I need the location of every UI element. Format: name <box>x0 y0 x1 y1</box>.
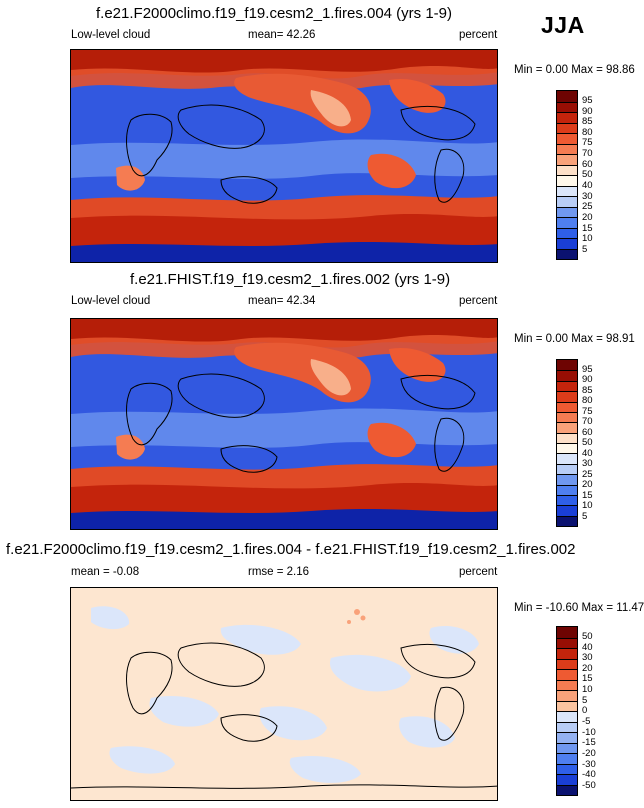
panel-1-tick: 80 <box>582 127 593 138</box>
panel-2-tick: 75 <box>582 406 593 417</box>
panel-1-tick: 5 <box>582 244 588 255</box>
panel-1-title: f.e21.F2000climo.f19_f19.cesm2_1.fires.0… <box>96 5 453 22</box>
panel-2-tick: 50 <box>582 437 593 448</box>
panel-2-map-svg <box>71 319 497 529</box>
panel-3-tick: 50 <box>582 631 593 642</box>
panel-3-title: f.e21.F2000climo.f19_f19.cesm2_1.fires.0… <box>6 541 576 558</box>
panel-1-tick: 95 <box>582 95 593 106</box>
panel-1-tick: 10 <box>582 233 593 244</box>
panel-2-tick: 10 <box>582 500 593 511</box>
panel-3-tick: -40 <box>582 769 596 780</box>
panel-1-tick: 30 <box>582 191 593 202</box>
panel-1-tick: 25 <box>582 201 593 212</box>
panel-2-colorbar <box>556 359 578 527</box>
panel-3-tick: -50 <box>582 780 596 791</box>
panel-1-tick: 60 <box>582 159 593 170</box>
panel-1-tick: 75 <box>582 137 593 148</box>
panel-3-mean-label: mean = -0.08 <box>71 566 140 578</box>
panel-3-minmax: Min = -10.60 Max = 11.47 <box>514 602 644 614</box>
panel-1-mean-label: mean= 42.26 <box>248 29 316 41</box>
panel-3-tick: -15 <box>582 737 596 748</box>
panel-2-tick: 80 <box>582 395 593 406</box>
panel-3-tick: -20 <box>582 748 596 759</box>
panel-2-tick: 95 <box>582 364 593 375</box>
panel-3-map-svg <box>71 588 497 800</box>
panel-2-map <box>70 318 498 530</box>
panel-1-tick: 40 <box>582 180 593 191</box>
panel-2-variable-label: Low-level cloud <box>71 295 151 307</box>
panel-2-tick: 5 <box>582 511 588 522</box>
panel-1-map <box>70 49 498 263</box>
panel-3-units-label: percent <box>459 566 498 578</box>
panel-2-tick: 25 <box>582 469 593 480</box>
panel-2-title: f.e21.FHIST.f19_f19.cesm2_1.fires.002 (y… <box>130 271 451 288</box>
season-label: JJA <box>541 12 585 38</box>
panel-1-tick: 20 <box>582 212 593 223</box>
panel-2-tick: 85 <box>582 385 593 396</box>
panel-3-tick: 15 <box>582 673 593 684</box>
panel-1-variable-label: Low-level cloud <box>71 29 151 41</box>
panel-3-tick: 10 <box>582 684 593 695</box>
panel-2-tick: 90 <box>582 374 593 385</box>
panel-1-units-label: percent <box>459 29 498 41</box>
panel-1-tick: 50 <box>582 169 593 180</box>
panel-3-rmse-label: rmse = 2.16 <box>248 566 310 578</box>
panel-3-colorbar <box>556 626 578 796</box>
panel-3-tick: 30 <box>582 652 593 663</box>
panel-1-tick: 70 <box>582 148 593 159</box>
panel-2-tick: 20 <box>582 479 593 490</box>
panel-1-tick: 85 <box>582 116 593 127</box>
panel-1-minmax: Min = 0.00 Max = 98.86 <box>514 64 635 76</box>
panel-1-map-svg <box>71 50 497 262</box>
panel-3-tick: 40 <box>582 642 593 653</box>
panel-3-tick: -30 <box>582 759 596 770</box>
panel-2-tick: 60 <box>582 427 593 438</box>
panel-1-tick: 90 <box>582 106 593 117</box>
panel-2-tick: 70 <box>582 416 593 427</box>
panel-2-minmax: Min = 0.00 Max = 98.91 <box>514 333 635 345</box>
panel-2-tick: 15 <box>582 490 593 501</box>
panel-1-tick: 15 <box>582 223 593 234</box>
panel-3-tick: -10 <box>582 727 596 738</box>
panel-2-tick: 40 <box>582 448 593 459</box>
panel-3-tick: 20 <box>582 663 593 674</box>
panel-1-colorbar <box>556 90 578 260</box>
panel-2-units-label: percent <box>459 295 498 307</box>
panel-2-tick: 30 <box>582 458 593 469</box>
panel-3-map <box>70 587 498 801</box>
panel-3-tick: 0 <box>582 705 588 716</box>
panel-2-mean-label: mean= 42.34 <box>248 295 316 307</box>
panel-3-tick: 5 <box>582 695 588 706</box>
panel-3-tick: -5 <box>582 716 591 727</box>
